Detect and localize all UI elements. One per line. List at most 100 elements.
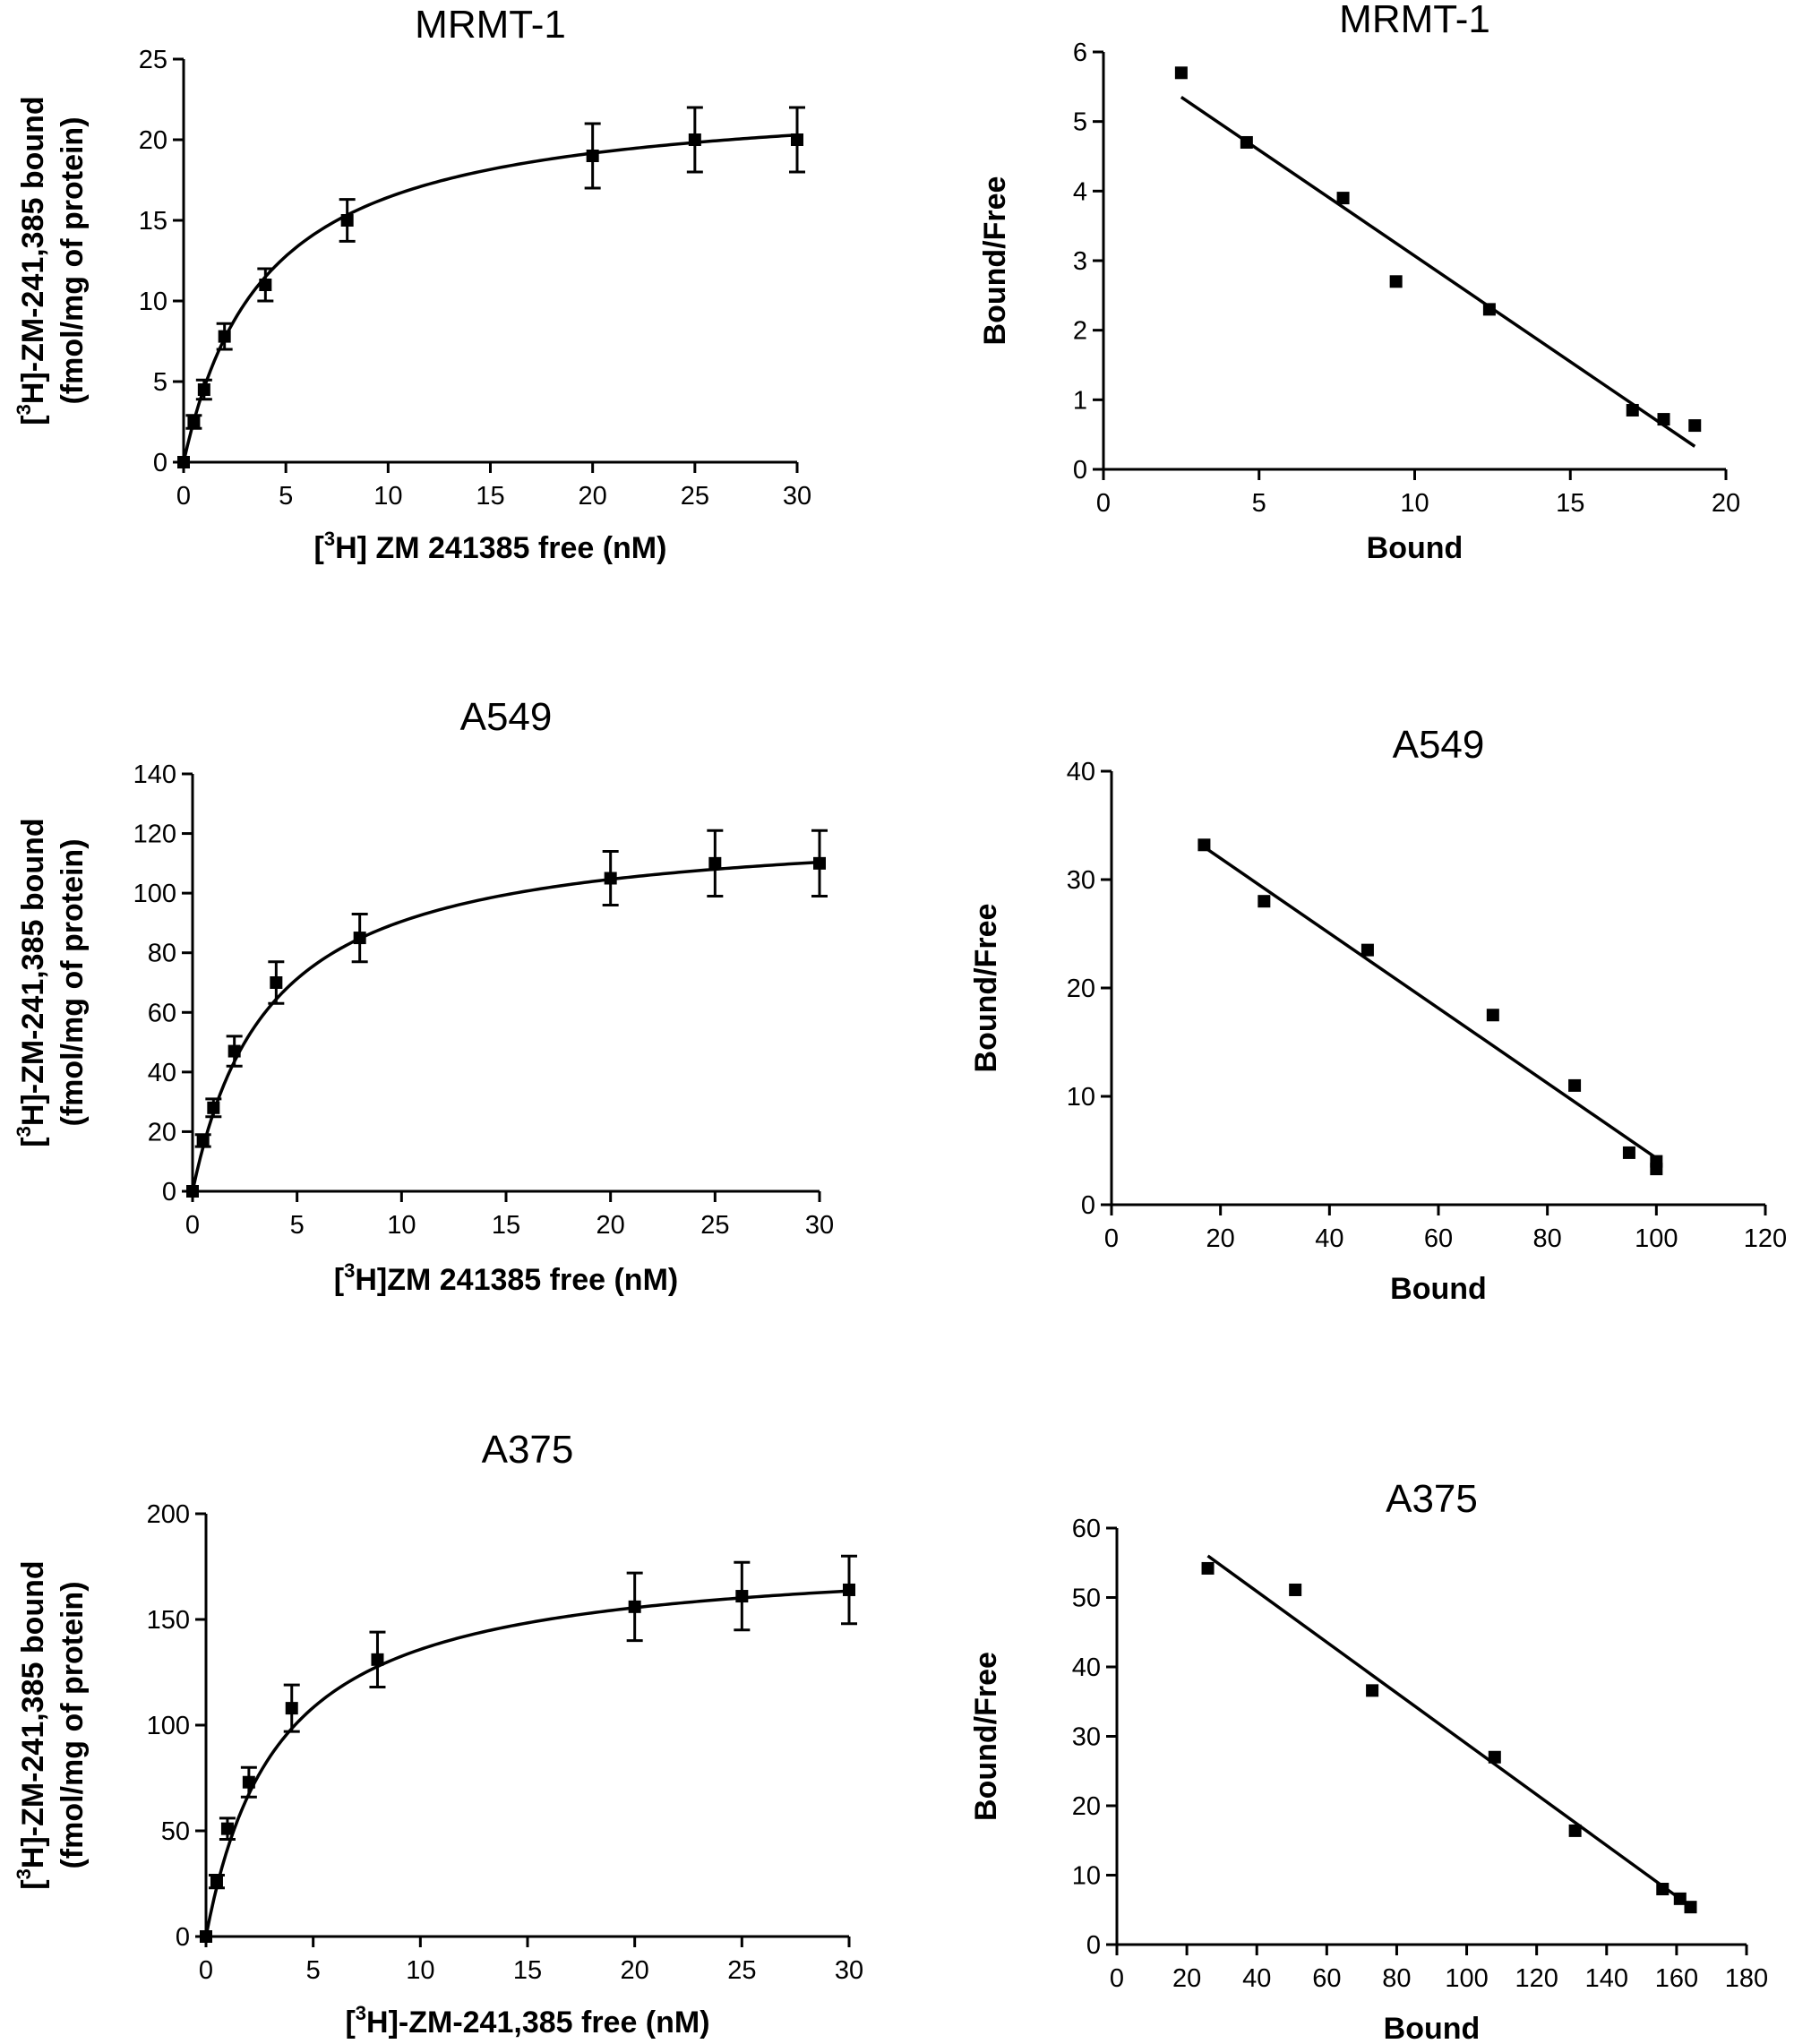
x-tick-label: 20 [1206, 1224, 1235, 1253]
x-tick-label: 5 [1252, 489, 1266, 518]
y-axis-label-line1: [3H]-ZM-241,385 bound [13, 1560, 50, 1889]
x-tick-label: 0 [176, 482, 191, 511]
y-tick-label: 4 [1073, 177, 1087, 206]
data-point [1197, 838, 1211, 852]
y-tick-label: 5 [1073, 108, 1087, 137]
data-point [1174, 66, 1188, 80]
data-point [1673, 1892, 1687, 1905]
data-point [708, 856, 722, 870]
data-point [1482, 303, 1496, 316]
x-tick-label: 120 [1744, 1224, 1787, 1253]
y-axis-label-text: H]-ZM-241,385 bound [16, 96, 50, 404]
data-point [813, 856, 826, 870]
y-tick-label: 0 [1086, 1931, 1101, 1960]
y-tick-label: 120 [133, 820, 176, 849]
y-tick-label: 40 [1072, 1653, 1101, 1682]
x-tick-label: 0 [199, 1956, 213, 1985]
y-tick-label: 40 [1067, 758, 1095, 786]
data-point [1657, 413, 1670, 426]
x-tick-label: 25 [681, 482, 709, 511]
y-axis-label-text: H]-ZM-241,385 bound [16, 1560, 50, 1868]
y-tick-label: 80 [148, 940, 176, 968]
x-axis-label: [3H]-ZM-241,385 free (nM) [345, 2002, 709, 2040]
x-tick-label: 140 [1585, 1964, 1628, 1993]
data-point [1622, 1146, 1635, 1159]
fit-line [1203, 846, 1658, 1160]
x-axis-label-bracket: [ [334, 1263, 344, 1297]
x-axis-label-bracket: [ [314, 531, 324, 565]
data-point [1488, 1750, 1501, 1764]
y-tick-label: 0 [153, 449, 167, 477]
data-point [1656, 1883, 1670, 1895]
x-axis-label-superscript: 3 [344, 1259, 355, 1282]
y-tick-label: 10 [1072, 1862, 1101, 1891]
x-tick-label: 30 [783, 482, 811, 511]
data-point [1626, 403, 1639, 417]
x-tick-label: 30 [835, 1956, 863, 1985]
chart-title: MRMT-1 [1339, 0, 1490, 41]
x-tick-label: 80 [1382, 1964, 1411, 1993]
data-point [604, 872, 617, 885]
y-tick-label: 20 [148, 1118, 176, 1147]
x-tick-label: 25 [700, 1211, 729, 1240]
y-tick-label: 10 [1067, 1083, 1095, 1112]
fit-curve [204, 1589, 850, 1937]
x-tick-label: 0 [1110, 1964, 1124, 1993]
x-tick-label: 15 [513, 1956, 542, 1985]
y-axis-label-superscript: 3 [13, 1868, 35, 1879]
x-tick-label: 0 [185, 1211, 200, 1240]
y-tick-label: 2 [1073, 317, 1087, 346]
y-axis-label-line2: (fmol/mg of protein) [56, 838, 90, 1126]
x-tick-label: 80 [1533, 1224, 1562, 1253]
x-tick-label: 0 [1104, 1224, 1119, 1253]
y-axis-label-bracket: [ [16, 415, 50, 425]
y-tick-label: 40 [148, 1059, 176, 1087]
data-point [186, 1185, 199, 1198]
data-point [843, 1583, 855, 1596]
y-tick-label: 0 [162, 1178, 176, 1207]
y-tick-label: 60 [1072, 1515, 1101, 1543]
data-point [285, 1702, 298, 1715]
x-axis-label-bracket: [ [345, 2005, 355, 2040]
y-tick-label: 30 [1072, 1723, 1101, 1752]
fit-line [1206, 1554, 1692, 1908]
x-tick-label: 25 [727, 1956, 756, 1985]
data-point [197, 383, 210, 396]
data-point [1361, 943, 1374, 957]
chart-title: A375 [482, 1428, 574, 1472]
y-tick-label: 6 [1073, 39, 1087, 67]
data-point [1366, 1684, 1379, 1697]
y-tick-label: 1 [1073, 386, 1087, 415]
y-axis-label: Bound/Free [969, 1652, 1003, 1821]
data-point [628, 1600, 641, 1613]
y-tick-label: 20 [1072, 1792, 1101, 1821]
x-tick-label: 0 [1096, 489, 1111, 518]
data-point [1240, 135, 1253, 149]
x-axis-label: Bound [1390, 1272, 1487, 1306]
data-point [340, 214, 354, 227]
x-tick-label: 20 [621, 1956, 649, 1985]
data-point [1486, 1009, 1499, 1022]
data-point [1201, 1561, 1215, 1575]
x-tick-label: 10 [387, 1211, 416, 1240]
data-point [270, 976, 283, 989]
data-point [371, 1653, 384, 1666]
data-point [242, 1775, 255, 1789]
data-point [1650, 1163, 1663, 1176]
x-tick-label: 15 [492, 1211, 520, 1240]
y-tick-label: 200 [147, 1500, 190, 1529]
chart-title: A549 [460, 695, 553, 739]
x-tick-label: 20 [579, 482, 607, 511]
x-tick-label: 5 [306, 1956, 321, 1985]
data-point [177, 456, 190, 468]
y-axis-label-bracket: [ [16, 1879, 50, 1889]
chart-title: A375 [1386, 1477, 1478, 1521]
x-tick-label: 20 [1712, 489, 1740, 518]
y-tick-label: 140 [133, 760, 176, 789]
chart-panel-6: A375 0 20 40 60 80 100 120 140 160 180 0 10 20 30 40 50 6… [969, 1477, 1768, 2044]
x-tick-label: 100 [1445, 1964, 1488, 1993]
y-axis-label: Bound/Free [978, 176, 1012, 346]
data-point [259, 279, 272, 291]
